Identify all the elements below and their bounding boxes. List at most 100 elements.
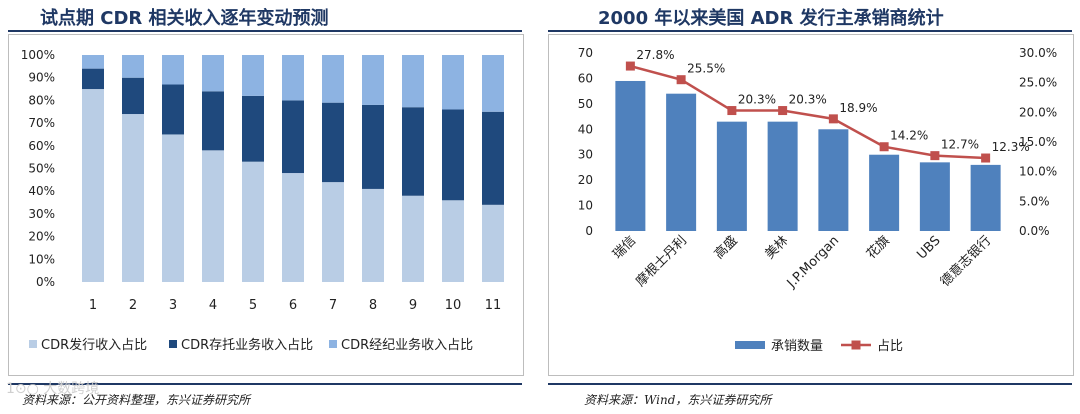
right-title-rule — [548, 30, 1072, 32]
x-tick-label: 德意志银行 — [937, 233, 994, 290]
bar-segment — [82, 55, 104, 69]
y-left-tick-label: 20 — [578, 173, 593, 187]
bar-segment — [322, 182, 344, 282]
bar — [869, 154, 900, 231]
bar-segment — [282, 173, 304, 282]
x-tick-label: 花旗 — [863, 233, 893, 263]
x-tick-label: 10 — [445, 298, 462, 313]
bar — [919, 162, 950, 231]
watermark-logo: 1⊙○ 大数跨境 — [6, 381, 100, 397]
bar-segment — [82, 89, 104, 282]
share-marker — [676, 75, 686, 85]
share-marker — [879, 142, 889, 152]
share-data-label: 12.3% — [992, 140, 1030, 154]
bar-segment — [322, 55, 344, 103]
x-tick-label: 4 — [209, 298, 217, 313]
legend-marker-share — [851, 340, 861, 350]
bar-segment — [442, 109, 464, 201]
y-left-tick-label: 10 — [578, 199, 593, 213]
x-tick-label: J.P.Morgan — [784, 233, 842, 291]
y-left-tick-label: 70 — [578, 46, 593, 60]
legend-swatch-bars — [735, 341, 765, 349]
y-tick-label: 90% — [28, 71, 55, 85]
share-marker — [828, 114, 838, 124]
y-tick-label: 10% — [28, 252, 55, 266]
y-tick-label: 60% — [28, 139, 55, 153]
y-tick-label: 20% — [28, 230, 55, 244]
x-tick-label: 11 — [485, 298, 502, 313]
bar-segment — [122, 77, 144, 115]
bar-segment — [482, 111, 504, 205]
share-data-label: 20.3% — [738, 93, 776, 107]
bar — [767, 121, 798, 231]
bar-segment — [442, 55, 464, 110]
y-left-tick-label: 0 — [585, 224, 593, 238]
bar — [716, 121, 747, 231]
bar-segment — [202, 91, 224, 151]
share-data-label: 14.2% — [890, 129, 928, 143]
left-source-note: 资料来源：公开资料整理，东兴证券研究所 — [22, 393, 251, 407]
bar — [615, 80, 646, 231]
x-tick-label: 3 — [169, 298, 177, 313]
x-tick-label: 6 — [289, 298, 297, 313]
x-tick-label: 1 — [89, 298, 97, 313]
bar — [970, 164, 1001, 231]
left-source-rule — [8, 383, 522, 385]
y-right-tick-label: 20.0% — [1019, 105, 1057, 119]
bar-segment — [242, 95, 264, 162]
right-chart-title: 2000 年以来美国 ADR 发行主承销商统计 — [598, 8, 944, 29]
right-combo-chart: 0 10 20 30 40 50 60 70 0.0% 5.0% 10.0% 15.0% 20.0% 25… — [578, 46, 1057, 354]
right-source-rule — [548, 383, 1072, 385]
legend-label-share: 占比 — [877, 339, 903, 354]
right-source-note: 资料来源：Wind，东兴证券研究所 — [584, 393, 772, 407]
right-chart-frame: 0 10 20 30 40 50 60 70 0.0% 5.0% 10.0% 15.0% 20.0% 25… — [548, 34, 1074, 376]
x-tick-label: 瑞信 — [610, 233, 639, 262]
share-data-label: 20.3% — [789, 93, 827, 107]
y-left-tick-label: 30 — [578, 148, 593, 162]
share-marker — [981, 153, 991, 163]
y-tick-label: 30% — [28, 207, 55, 221]
bar-segment — [202, 150, 224, 282]
share-data-label: 12.7% — [941, 138, 979, 152]
x-tick-label: 2 — [129, 298, 137, 313]
y-right-tick-label: 10.0% — [1019, 165, 1057, 179]
y-tick-label: 100% — [21, 48, 55, 62]
share-marker — [778, 106, 788, 116]
legend-swatch — [329, 340, 337, 348]
share-marker — [727, 106, 737, 116]
bar-segment — [242, 161, 264, 282]
bar — [666, 93, 697, 231]
share-line — [630, 64, 986, 160]
bar-segment — [482, 55, 504, 112]
left-chart-title: 试点期 CDR 相关收入逐年变动预测 — [40, 8, 329, 29]
x-tick-label: 摩根士丹利 — [633, 233, 690, 290]
left-stacked-bar-chart: 0% 10% 20% 30% 40% 50% 60% 70% 80% 90% 100% 1 2 3 4 5 6 7… — [21, 48, 504, 353]
legend-swatch — [169, 340, 177, 348]
y-tick-label: 0% — [36, 275, 55, 289]
bar-segment — [402, 195, 424, 282]
y-tick-label: 80% — [28, 93, 55, 107]
y-tick-label: 70% — [28, 116, 55, 130]
bar-segment — [122, 114, 144, 283]
bar-segment — [82, 68, 104, 90]
y-left-tick-label: 50 — [578, 97, 593, 111]
bar-segment — [282, 100, 304, 174]
bar-segment — [322, 102, 344, 183]
x-tick-label: 高盛 — [711, 233, 741, 263]
share-data-label: 25.5% — [687, 62, 725, 76]
bar-segment — [442, 200, 464, 282]
bar-segment — [202, 55, 224, 92]
legend-label: CDR发行收入占比 — [41, 337, 147, 353]
x-tick-label: 5 — [249, 298, 257, 313]
y-tick-label: 40% — [28, 184, 55, 198]
x-tick-label: 8 — [369, 298, 377, 313]
y-tick-label: 50% — [28, 162, 55, 176]
left-title-rule — [8, 30, 522, 32]
legend-swatch — [29, 340, 37, 348]
bar-segment — [362, 55, 384, 105]
share-marker — [930, 151, 940, 161]
legend-label: CDR存托业务收入占比 — [181, 337, 313, 353]
y-right-tick-label: 0.0% — [1019, 224, 1050, 238]
y-left-tick-label: 60 — [578, 71, 593, 85]
bar-segment — [482, 204, 504, 282]
